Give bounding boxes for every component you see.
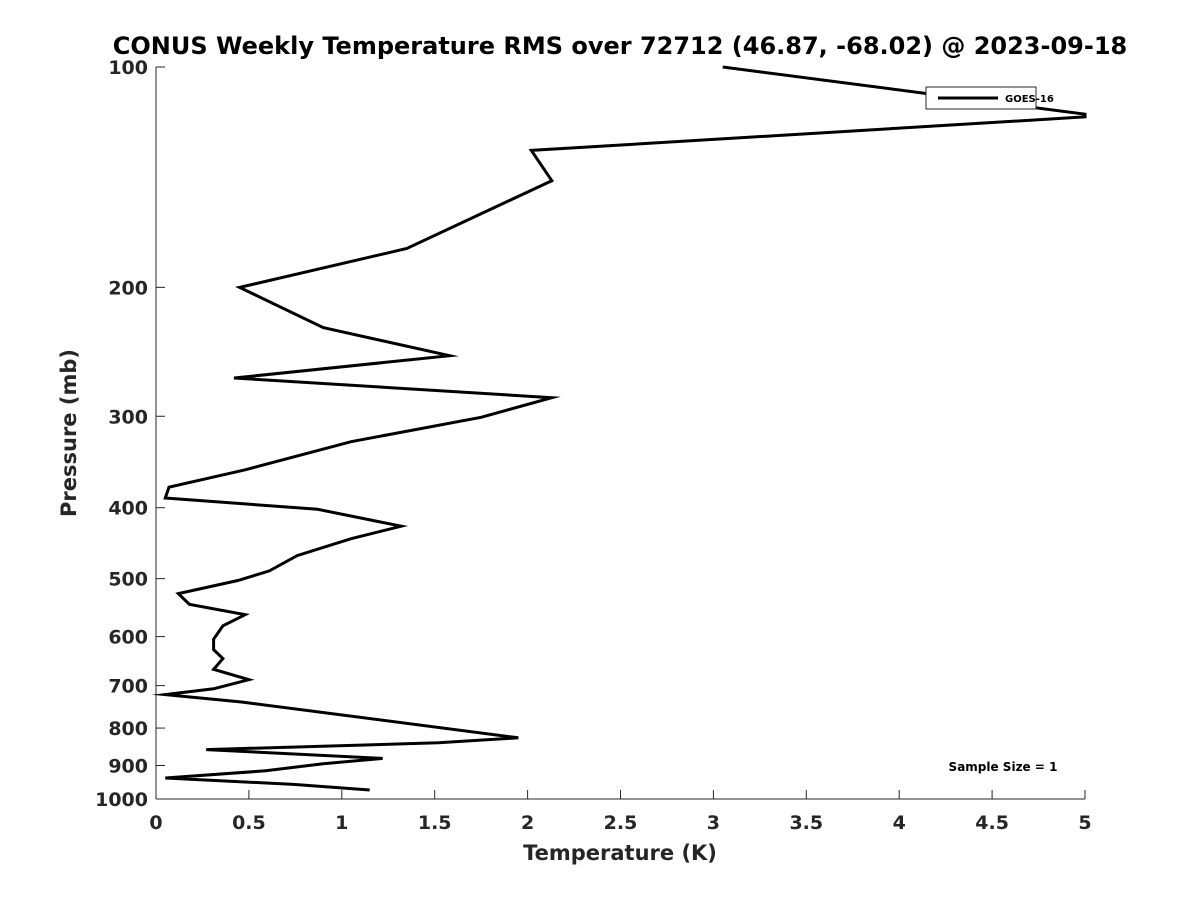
y-tick-label: 100 [108,57,148,79]
y-axis-ticks: 100 200 300 400 500 600 700 800 900 1000 [95,57,165,811]
legend-entry-goes-16: GOES-16 [1005,94,1054,105]
y-tick-label: 900 [108,756,148,778]
y-tick-label: 1000 [95,789,148,811]
x-tick-label: 1 [335,812,348,834]
x-axis-ticks: 0 0.5 1 1.5 2 2.5 3 3.5 4 4.5 5 [149,790,1092,834]
y-tick-label: 300 [108,406,148,428]
sample-size-annotation: Sample Size = 1 [949,760,1058,774]
x-tick-label: 3 [707,812,720,834]
series-lines [151,65,1087,792]
x-tick-label: 5 [1078,812,1091,834]
y-tick-label: 600 [108,627,148,649]
x-axis-label: Temperature (K) [523,841,717,865]
x-tick-label: 4.5 [975,812,1009,834]
y-tick-label: 800 [108,718,148,740]
x-tick-label: 2 [521,812,534,834]
legend: GOES-16 [925,86,1054,110]
y-tick-label: 500 [108,569,148,591]
x-tick-label: 1.5 [418,812,452,834]
x-tick-label: 4 [893,812,906,834]
y-axis-label: Pressure (mb) [57,349,81,517]
x-tick-label: 0 [149,812,162,834]
y-tick-label: 700 [108,676,148,698]
x-tick-label: 2.5 [604,812,638,834]
x-tick-label: 3.5 [789,812,823,834]
y-tick-label: 400 [108,498,148,520]
series-line-goes-16 [151,65,1087,792]
y-tick-label: 200 [108,277,148,299]
x-tick-label: 0.5 [232,812,266,834]
chart-title: CONUS Weekly Temperature RMS over 72712 … [113,32,1127,60]
